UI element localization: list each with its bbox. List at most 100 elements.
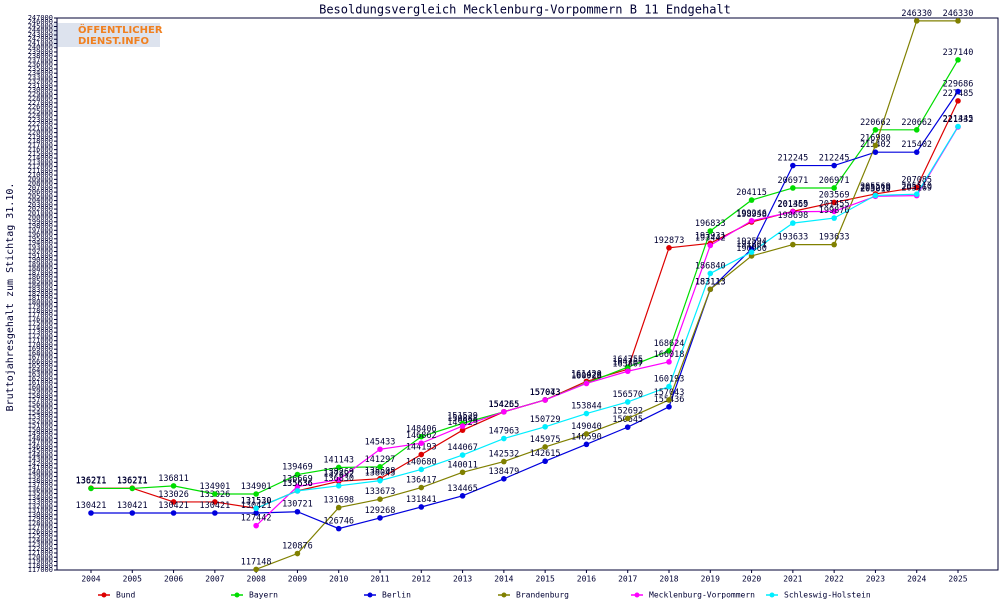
data-point <box>294 471 301 478</box>
data-point <box>872 149 879 155</box>
series-line <box>255 126 959 527</box>
y-tick-label: 223000 <box>28 116 53 124</box>
y-tick-label: 187000 <box>28 269 53 277</box>
y-tick-label: 193000 <box>28 243 53 251</box>
data-label: 193442 <box>695 233 726 243</box>
y-tick-label: 210000 <box>28 171 53 179</box>
data-point <box>831 208 837 215</box>
data-point <box>790 162 796 169</box>
data-point <box>212 491 218 497</box>
y-tick-label: 217000 <box>28 141 53 149</box>
y-tick-label: 157000 <box>28 396 53 404</box>
data-label: 221445 <box>943 115 974 125</box>
data-point <box>418 466 425 473</box>
y-tick-label: 183000 <box>28 286 53 294</box>
y-tick-label: 141000 <box>28 464 53 472</box>
data-label: 164265 <box>612 357 643 367</box>
x-tick-label: 2018 <box>659 575 678 584</box>
data-label: 144193 <box>406 443 437 453</box>
data-label: 131698 <box>323 496 354 506</box>
data-label: 152692 <box>612 406 643 416</box>
y-tick-label: 159000 <box>28 388 53 396</box>
data-label: 140011 <box>447 460 478 470</box>
data-point <box>377 515 383 521</box>
y-tick-label: 199000 <box>28 218 53 226</box>
y-tick-label: 220000 <box>28 129 53 137</box>
data-label: 192594 <box>736 237 767 247</box>
data-point <box>583 410 590 417</box>
y-tick-label: 166000 <box>28 358 53 366</box>
data-point <box>170 499 177 505</box>
data-label: 192873 <box>654 236 685 246</box>
legend-label: Mecklenburg-Vorpommern <box>649 591 755 600</box>
y-tick-label: 165000 <box>28 362 53 370</box>
y-tick-label: 126000 <box>28 528 53 536</box>
legend-marker <box>501 592 507 598</box>
data-point <box>418 451 425 458</box>
x-tick-label: 2013 <box>453 575 472 584</box>
data-point <box>913 18 920 24</box>
data-point <box>624 424 631 430</box>
y-tick-label: 197000 <box>28 226 53 234</box>
y-tick-label: 215000 <box>28 150 53 158</box>
y-tick-label: 135000 <box>28 490 53 498</box>
data-label: 130421 <box>117 501 148 511</box>
data-label: 136811 <box>158 474 189 484</box>
y-tick-label: 173000 <box>28 328 53 336</box>
data-point <box>666 245 672 251</box>
x-tick-label: 2008 <box>247 575 266 584</box>
y-tick-label: 202000 <box>28 205 53 213</box>
y-tick-label: 239000 <box>28 48 53 56</box>
y-tick-label: 200000 <box>28 214 53 222</box>
data-point <box>831 199 837 206</box>
y-tick-label: 156000 <box>28 400 53 408</box>
series-line <box>255 20 958 570</box>
logo-box <box>53 23 160 47</box>
y-tick-label: 226000 <box>28 103 53 111</box>
y-tick-label: 172000 <box>28 332 53 340</box>
y-tick-label: 155000 <box>28 405 53 413</box>
data-label: 138043 <box>365 469 396 479</box>
data-label: 220662 <box>901 118 932 128</box>
data-label: 206971 <box>777 176 808 186</box>
data-point <box>294 488 301 494</box>
y-tick-label: 160000 <box>28 383 53 391</box>
y-tick-label: 129000 <box>28 515 53 523</box>
x-tick-label: 2021 <box>783 575 802 584</box>
data-label: 127442 <box>241 514 272 524</box>
y-tick-label: 233000 <box>28 73 53 81</box>
data-label: 204115 <box>736 188 767 198</box>
y-tick-label: 133000 <box>28 498 53 506</box>
x-tick-label: 2017 <box>618 575 637 584</box>
series-line <box>91 91 959 530</box>
y-tick-label: 181000 <box>28 294 53 302</box>
y-tick-label: 229000 <box>28 90 53 98</box>
data-label: 221332 <box>943 115 974 125</box>
y-tick-label: 144000 <box>28 451 53 459</box>
data-point <box>872 127 879 133</box>
x-tick-label: 2024 <box>907 575 926 584</box>
y-tick-label: 178000 <box>28 307 53 315</box>
data-point <box>872 142 879 149</box>
data-label: 199246 <box>736 209 767 219</box>
y-tick-label: 146000 <box>28 443 53 451</box>
data-point <box>955 123 961 130</box>
data-point <box>170 510 177 516</box>
x-tick-label: 2010 <box>329 575 348 584</box>
data-point <box>748 197 755 203</box>
data-label: 205569 <box>860 182 891 192</box>
legend-label: Bayern <box>249 591 278 600</box>
y-tick-label: 190000 <box>28 256 53 264</box>
x-tick-label: 2012 <box>412 575 431 584</box>
y-tick-label: 134000 <box>28 494 53 502</box>
x-tick-label: 2023 <box>866 575 885 584</box>
y-tick-label: 195000 <box>28 235 53 243</box>
data-point <box>583 441 590 448</box>
y-tick-label: 230000 <box>28 86 53 94</box>
y-tick-label: 205000 <box>28 192 53 200</box>
data-label: 154265 <box>488 400 519 410</box>
data-point <box>831 215 837 221</box>
y-tick-label: 224000 <box>28 112 53 120</box>
legend-marker <box>101 592 107 598</box>
